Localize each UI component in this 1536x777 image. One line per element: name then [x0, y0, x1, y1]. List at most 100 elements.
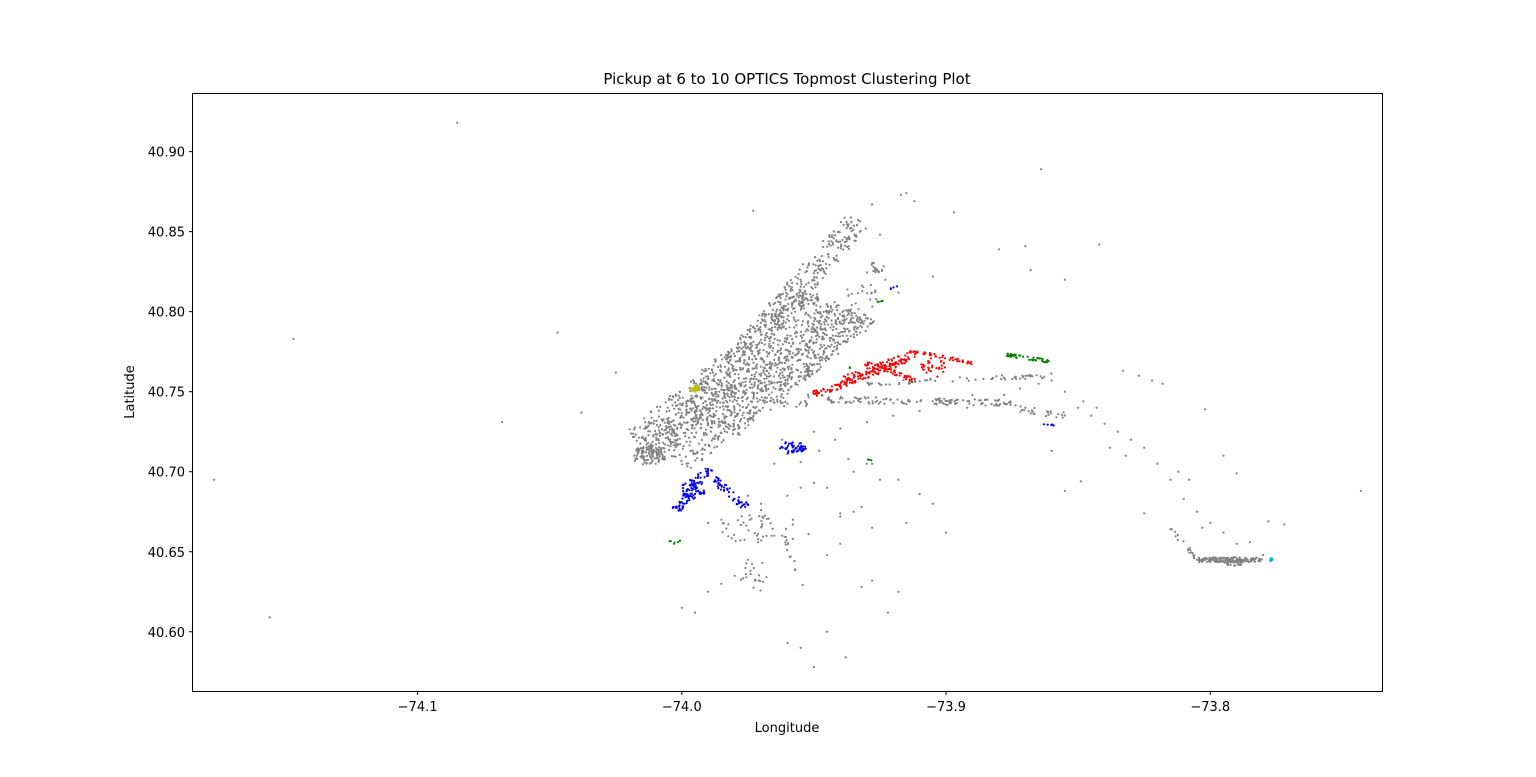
scatter-point-noise [753, 406, 757, 409]
scatter-point-noise [697, 405, 700, 408]
scatter-point-noise [843, 321, 846, 324]
scatter-point-red [943, 366, 947, 369]
scatter-point-noise [1169, 528, 1172, 531]
scatter-point-blue [681, 497, 684, 500]
scatter-point-noise [784, 527, 788, 531]
scatter-point-noise [1043, 375, 1046, 378]
scatter-point-blue [682, 502, 685, 505]
scatter-point-noise [811, 294, 815, 297]
scatter-point-noise [758, 351, 761, 354]
scatter-point-noise [641, 463, 645, 466]
scatter-point-noise [747, 363, 750, 367]
scatter-point-noise [805, 283, 808, 286]
scatter-point-noise [786, 334, 789, 337]
scatter-point-noise [668, 422, 671, 425]
scatter-point-noise [843, 236, 846, 239]
scatter-point-red [887, 359, 890, 362]
scatter-point-red [935, 367, 938, 370]
scatter-point-noise [765, 369, 768, 372]
scatter-point-noise [839, 542, 842, 545]
scatter-point-noise [765, 396, 768, 400]
scatter-point-noise [694, 415, 697, 418]
scatter-point-noise [1026, 374, 1029, 377]
scatter-point-noise [709, 372, 712, 375]
scatter-point-noise [760, 396, 763, 399]
scatter-point-noise [676, 444, 679, 447]
scatter-point-blue [728, 495, 731, 498]
scatter-point-red [961, 360, 964, 363]
scatter-point-noise [654, 443, 658, 446]
scatter-point-blue [691, 495, 694, 499]
scatter-point-noise [837, 240, 840, 244]
scatter-point-noise [733, 368, 737, 371]
scatter-point-red [906, 356, 910, 359]
scatter-point-noise [835, 344, 839, 347]
scatter-point-noise [872, 320, 875, 323]
scatter-point-noise [806, 266, 809, 269]
scatter-point-noise [729, 375, 732, 379]
scatter-point-noise [855, 223, 859, 227]
scatter-point-noise [693, 435, 696, 438]
scatter-point-red [897, 363, 900, 366]
scatter-point-noise [787, 350, 791, 353]
scatter-point-noise [799, 461, 802, 464]
scatter-point-noise [719, 424, 722, 427]
scatter-point-noise [819, 269, 822, 272]
scatter-point-noise [674, 424, 677, 427]
scatter-point-red [882, 364, 885, 367]
scatter-point-noise [765, 350, 768, 353]
scatter-point-noise [757, 538, 760, 541]
scatter-point-noise [1137, 374, 1140, 377]
scatter-point-noise [691, 419, 694, 422]
scatter-point-noise [695, 395, 698, 398]
scatter-point-noise [1226, 560, 1229, 563]
scatter-point-noise [784, 348, 787, 351]
scatter-point-red [890, 358, 893, 361]
scatter-point-noise [777, 300, 780, 303]
scatter-point-noise [836, 347, 839, 350]
scatter-point-noise [728, 359, 732, 362]
scatter-point-noise [730, 348, 733, 351]
scatter-point-noise [857, 397, 860, 401]
scatter-point-noise [1046, 410, 1049, 413]
scatter-point-noise [681, 396, 684, 399]
scatter-point-noise [799, 330, 803, 333]
scatter-point-noise [708, 401, 712, 405]
scatter-point-noise [1254, 558, 1257, 561]
scatter-point-noise [825, 319, 828, 322]
scatter-point-noise [753, 385, 756, 388]
scatter-point-noise [644, 425, 647, 428]
scatter-point-noise [777, 319, 781, 322]
scatter-point-noise [692, 417, 695, 420]
scatter-point-red [910, 380, 914, 383]
scatter-point-blue [693, 496, 697, 499]
scatter-point-noise [791, 338, 794, 341]
scatter-point-noise [919, 400, 922, 403]
scatter-point-noise [797, 359, 800, 362]
scatter-point-noise [650, 411, 653, 414]
scatter-point-red [839, 387, 843, 390]
scatter-point-noise [979, 399, 983, 402]
scatter-point-noise [752, 566, 756, 570]
scatter-point-noise [866, 325, 869, 328]
scatter-point-noise [816, 326, 819, 329]
scatter-point-noise [791, 363, 794, 366]
scatter-point-green [1041, 359, 1044, 362]
scatter-point-noise [710, 420, 714, 424]
scatter-point-noise [657, 439, 660, 442]
scatter-point-noise [870, 263, 873, 266]
scatter-point-noise [768, 302, 771, 305]
scatter-point-noise [797, 352, 800, 355]
scatter-point-noise [645, 462, 648, 465]
scatter-point-noise [643, 427, 646, 430]
scatter-point-noise [982, 377, 985, 381]
scatter-point-noise [1055, 416, 1058, 419]
scatter-point-noise [717, 378, 720, 381]
scatter-point-noise [768, 393, 771, 396]
scatter-point-noise [690, 401, 694, 404]
scatter-point-noise [655, 454, 659, 457]
scatter-point-noise [786, 355, 789, 358]
scatter-point-noise [726, 354, 729, 357]
scatter-point-noise [757, 379, 760, 382]
scatter-point-noise [781, 371, 784, 374]
